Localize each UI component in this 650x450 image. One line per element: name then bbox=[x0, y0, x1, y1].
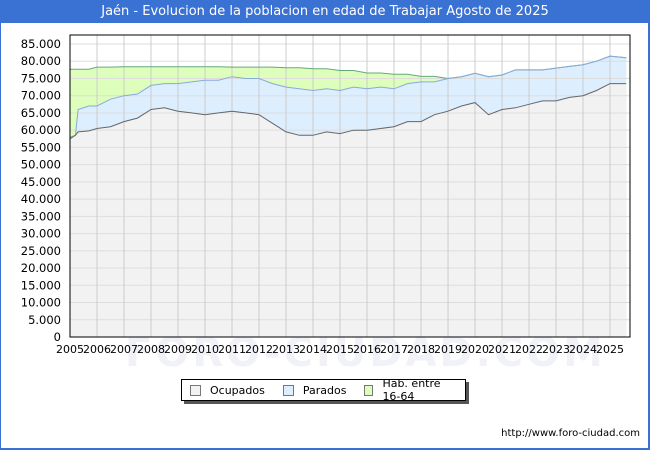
y-tick-label: 50.000 bbox=[21, 158, 61, 172]
x-tick-label: 2007 bbox=[110, 343, 138, 356]
line-ocupados bbox=[69, 83, 627, 140]
legend-label-parados: Parados bbox=[302, 383, 347, 397]
y-tick-label: 40.000 bbox=[21, 192, 61, 206]
y-tick-label: 15.000 bbox=[21, 278, 61, 292]
y-tick-label: 70.000 bbox=[21, 89, 61, 103]
y-tick-label: 30.000 bbox=[21, 227, 61, 241]
y-tick-label: 25.000 bbox=[21, 244, 61, 258]
y-tick-label: 55.000 bbox=[21, 140, 61, 154]
y-tick-label: 85.000 bbox=[21, 37, 61, 51]
x-tick-label: 2006 bbox=[83, 343, 111, 356]
y-tick-label: 60.000 bbox=[21, 123, 61, 137]
x-tick-label: 2014 bbox=[299, 343, 327, 356]
x-tick-label: 2024 bbox=[569, 343, 597, 356]
watermark: FORO-CIUDAD.COM bbox=[125, 330, 606, 376]
y-tick-label: 65.000 bbox=[21, 106, 61, 120]
y-tick-label: 75.000 bbox=[21, 71, 61, 85]
legend-swatch-habitantes bbox=[364, 384, 374, 396]
y-tick-label: 35.000 bbox=[21, 209, 61, 223]
line-parados bbox=[69, 55, 627, 138]
x-tick-label: 2010 bbox=[191, 343, 219, 356]
legend-swatch-ocupados bbox=[190, 384, 201, 396]
chart-legend: Ocupados Parados Hab. entre 16-64 bbox=[181, 377, 466, 403]
y-tick-label: 80.000 bbox=[21, 54, 61, 68]
y-tick-label: 20.000 bbox=[21, 261, 61, 275]
x-tick-label: 2018 bbox=[407, 343, 435, 356]
legend-label-habitantes: Hab. entre 16-64 bbox=[382, 377, 441, 403]
x-tick-label: 2015 bbox=[326, 343, 354, 356]
y-tick-label: 10.000 bbox=[21, 296, 61, 310]
x-tick-label: 2012 bbox=[245, 343, 273, 356]
legend-item-habitantes: Hab. entre 16-64 bbox=[364, 377, 455, 403]
x-tick-label: 2011 bbox=[218, 343, 246, 356]
x-tick-label: 2023 bbox=[542, 343, 570, 356]
x-tick-label: 2009 bbox=[164, 343, 192, 356]
y-tick-label: 0 bbox=[54, 330, 61, 344]
legend-item-parados: Parados bbox=[282, 383, 347, 397]
x-tick-label: 2019 bbox=[434, 343, 462, 356]
x-tick-label: 2017 bbox=[380, 343, 408, 356]
y-tick-label: 45.000 bbox=[21, 175, 61, 189]
x-tick-label: 2008 bbox=[137, 343, 165, 356]
legend-swatch-parados bbox=[282, 384, 294, 396]
x-tick-label: 2022 bbox=[515, 343, 543, 356]
x-tick-label: 2020 bbox=[461, 343, 489, 356]
y-tick-label: 5.000 bbox=[28, 313, 61, 327]
x-tick-label: 2025 bbox=[596, 343, 624, 356]
source-link[interactable]: http://www.foro-ciudad.com bbox=[501, 428, 640, 439]
x-tick-label: 2013 bbox=[272, 343, 300, 356]
x-tick-label: 2005 bbox=[56, 343, 84, 356]
x-tick-label: 2016 bbox=[353, 343, 381, 356]
chart-title: Jaén - Evolucion de la poblacion en edad… bbox=[101, 4, 549, 19]
x-tick-label: 2021 bbox=[488, 343, 516, 356]
legend-item-ocupados: Ocupados bbox=[190, 384, 265, 397]
legend-label-ocupados: Ocupados bbox=[210, 383, 265, 397]
